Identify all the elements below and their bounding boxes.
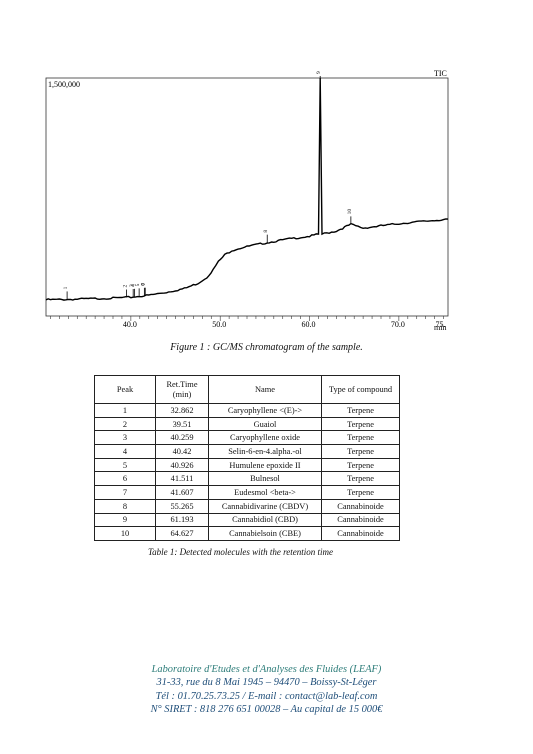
cell-type: Cannabinoide — [321, 526, 400, 541]
header-peak: Peak — [94, 375, 156, 404]
peak-label: 6 — [140, 283, 146, 286]
table-row: 6 41.511 Bulnesol Terpene — [94, 471, 400, 487]
cell-type: Terpene — [321, 471, 400, 487]
cell-name: Cannabielsoin (CBE) — [208, 526, 322, 541]
trace-label: TIC — [434, 69, 447, 78]
cell-rt: 32.862 — [155, 403, 209, 418]
peaks-table: Peak Ret.Time (min) Name Type of compoun… — [94, 375, 400, 541]
table-row: 4 40.42 Selin-6-en-4.alpha.-ol Terpene — [94, 444, 400, 459]
table-caption: Table 1: Detected molecules with the ret… — [148, 547, 334, 557]
footer-address: 31-33, rue du 8 Mai 1945 – 94470 – Boiss… — [156, 677, 377, 689]
cell-name: Selin-6-en-4.alpha.-ol — [208, 444, 322, 459]
cell-name: Caryophyllene <(E)-> — [208, 403, 322, 418]
footer: Laboratoire d'Etudes et d'Analyses des F… — [0, 663, 533, 716]
cell-peak: 3 — [94, 430, 156, 446]
cell-type: Cannabinoide — [321, 498, 400, 514]
footer-org: Laboratoire d'Etudes et d'Analyses des F… — [151, 664, 382, 675]
table-row: 7 41.607 Eudesmol <beta-> Terpene — [94, 485, 400, 500]
table-row: 1 32.862 Caryophyllene <(E)-> Terpene — [94, 403, 400, 418]
table-row: 5 40.926 Humulene epoxide II Terpene — [94, 457, 400, 473]
cell-peak: 8 — [94, 498, 156, 514]
table-row: 10 64.627 Cannabielsoin (CBE) Cannabinoide — [94, 526, 400, 541]
peak-label: 2 — [122, 284, 128, 287]
chromatogram: TIC 1,500,000 40.0 50.0 60.0 70.0 75. min 1 2… — [45, 69, 449, 332]
cell-type: Terpene — [321, 444, 400, 459]
cell-rt: 39.51 — [155, 416, 209, 432]
peak-label: 9 — [316, 71, 322, 74]
x-tick-label: 75. — [436, 320, 446, 329]
footer-contact: Tél : 01.70.25.73.25 / E-mail : contact@… — [155, 690, 378, 702]
cell-peak: 4 — [94, 444, 156, 459]
plot-frame — [45, 77, 449, 317]
table-row: 8 55.265 Cannabidivarine (CBDV) Cannabinoid… — [94, 498, 400, 514]
header-ret-time: Ret.Time (min) — [155, 375, 209, 404]
header-type: Type of compound — [321, 375, 400, 404]
cell-name: Guaiol — [208, 416, 322, 432]
cell-name: Cannabidivarine (CBDV) — [208, 498, 322, 514]
cell-rt: 40.926 — [155, 457, 209, 473]
cell-rt: 41.511 — [155, 471, 209, 487]
cell-rt: 61.193 — [155, 512, 209, 528]
x-axis-unit: min — [434, 323, 446, 332]
figure-caption: Figure 1 : GC/MS chromatogram of the sam… — [170, 342, 363, 353]
x-tick-label: 60.0 — [302, 320, 316, 329]
cell-peak: 7 — [94, 485, 156, 500]
footer-siret: N° SIRET : 818 276 651 00028 – Au capita… — [150, 703, 383, 715]
peak-label: 3 — [129, 284, 135, 287]
cell-name: Caryophyllene oxide — [208, 430, 322, 446]
peak-label: 4 — [131, 284, 137, 287]
cell-name: Humulene epoxide II — [208, 457, 322, 473]
header-name: Name — [208, 375, 322, 404]
peak-label: 1 — [63, 286, 69, 289]
cell-peak: 1 — [94, 403, 156, 418]
cell-type: Terpene — [321, 485, 400, 500]
cell-rt: 40.259 — [155, 430, 209, 446]
cell-rt: 55.265 — [155, 498, 209, 514]
peak-label: 5 — [135, 283, 141, 286]
y-max-label: 1,500,000 — [48, 80, 80, 89]
cell-name: Bulnesol — [208, 471, 322, 487]
cell-peak: 10 — [94, 526, 156, 541]
x-tick-label: 70.0 — [391, 320, 405, 329]
table-row: 2 39.51 Guaiol Terpene — [94, 416, 400, 432]
peak-label: 8 — [263, 230, 269, 233]
table-header-row: Peak Ret.Time (min) Name Type of compoun… — [94, 375, 400, 404]
cell-type: Terpene — [321, 403, 400, 418]
cell-rt: 40.42 — [155, 444, 209, 459]
x-tick-label: 50.0 — [212, 320, 226, 329]
cell-name: Eudesmol <beta-> — [208, 485, 322, 500]
cell-name: Cannabidiol (CBD) — [208, 512, 322, 528]
cell-type: Terpene — [321, 457, 400, 473]
peak-label: 10 — [347, 209, 353, 215]
cell-type: Cannabinoide — [321, 512, 400, 528]
table-row: 3 40.259 Caryophyllene oxide Terpene — [94, 430, 400, 446]
cell-peak: 9 — [94, 512, 156, 528]
table-row: 9 61.193 Cannabidiol (CBD) Cannabinoide — [94, 512, 400, 528]
cell-rt: 64.627 — [155, 526, 209, 541]
cell-type: Terpene — [321, 430, 400, 446]
cell-peak: 6 — [94, 471, 156, 487]
cell-peak: 5 — [94, 457, 156, 473]
cell-rt: 41.607 — [155, 485, 209, 500]
cell-peak: 2 — [94, 416, 156, 432]
cell-type: Terpene — [321, 416, 400, 432]
tic-trace — [45, 77, 449, 301]
peak-label: 7 — [141, 283, 147, 286]
x-tick-label: 40.0 — [123, 320, 137, 329]
